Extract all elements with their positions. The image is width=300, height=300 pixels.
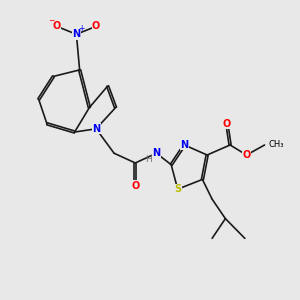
Text: N: N: [72, 29, 80, 39]
Text: N: N: [92, 124, 100, 134]
Text: CH₃: CH₃: [268, 140, 283, 149]
Text: N: N: [152, 148, 160, 158]
Text: +: +: [79, 25, 85, 34]
Text: O: O: [131, 181, 140, 191]
Text: H: H: [145, 154, 152, 164]
Text: S: S: [174, 184, 181, 194]
Text: O: O: [92, 21, 100, 31]
Text: N: N: [180, 140, 188, 150]
Text: O: O: [223, 119, 231, 129]
Text: O: O: [52, 21, 61, 31]
Text: −: −: [48, 16, 55, 26]
Text: O: O: [242, 150, 251, 160]
